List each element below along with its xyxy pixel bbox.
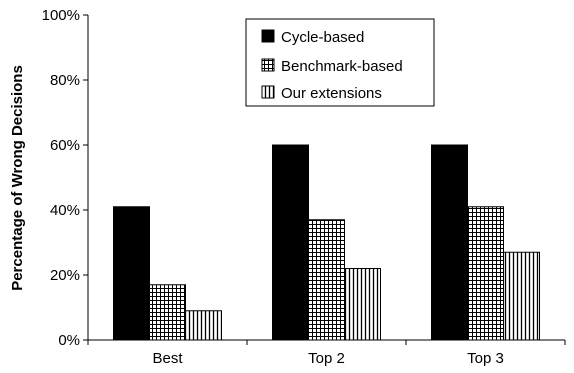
bar-cycle-based-top-3 (431, 144, 468, 341)
y-axis: 0% 20% 40% 60% 80% 100% (42, 7, 89, 349)
bar-cycle-based-best (113, 206, 150, 341)
legend-label-our-extensions: Our extensions (281, 85, 382, 102)
legend-item-benchmark-based: Benchmark-based (261, 58, 403, 75)
x-axis: Best Top 2 Top 3 (87, 339, 566, 367)
legend-item-our-extensions: Our extensions (261, 85, 382, 102)
bar-benchmark-based-top-3 (467, 206, 504, 341)
bar-our-extensions-top-3 (503, 251, 540, 341)
legend: Cycle-based Benchmark-based Our extensio… (245, 18, 435, 107)
y-tick-label: 80% (50, 72, 80, 89)
x-tick-label-top-2: Top 2 (308, 350, 345, 367)
legend-item-cycle-based: Cycle-based (261, 29, 364, 46)
legend-label-cycle-based: Cycle-based (281, 29, 364, 46)
y-tick-label: 0% (58, 332, 80, 349)
legend-swatch-cycle-based (261, 29, 275, 43)
y-tick-label: 40% (50, 202, 80, 219)
y-tick-label: 100% (42, 7, 80, 24)
legend-frame (245, 18, 435, 107)
legend-label-benchmark-based: Benchmark-based (281, 58, 403, 75)
y-axis-title: Percentage of Wrong Decisions (9, 65, 26, 291)
bar-our-extensions-best (185, 310, 222, 341)
bar-benchmark-based-top-2 (308, 219, 345, 341)
y-tick-label: 20% (50, 267, 80, 284)
bar-cycle-based-top-2 (272, 144, 309, 341)
y-tick-label: 60% (50, 137, 80, 154)
bars-group (113, 144, 540, 341)
x-tick-label-best: Best (152, 350, 183, 367)
legend-swatch-our-extensions (261, 85, 275, 99)
bar-our-extensions-top-2 (344, 268, 381, 341)
bar-benchmark-based-best (149, 284, 186, 341)
x-tick-label-top-3: Top 3 (467, 350, 504, 367)
legend-swatch-benchmark-based (261, 58, 275, 72)
